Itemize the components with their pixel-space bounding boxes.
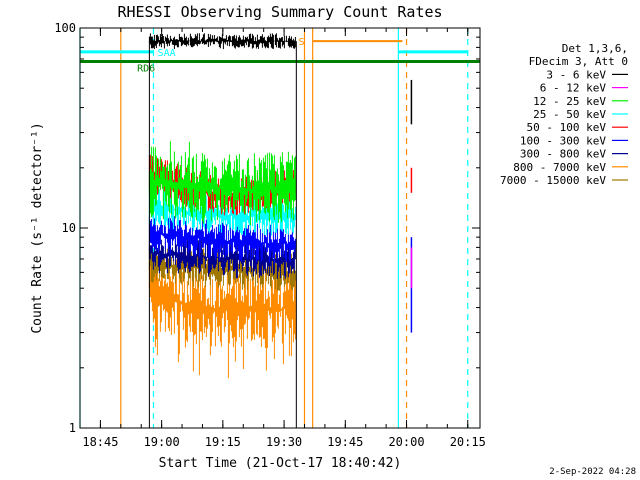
chart-title: RHESSI Observing Summary Count Rates bbox=[117, 3, 442, 21]
flag-label-saa: SAA bbox=[158, 48, 176, 59]
y-axis-label: Count Rate (s⁻¹ detector⁻¹) bbox=[30, 122, 45, 333]
y-tick-label-0: 1 bbox=[69, 421, 76, 435]
x-tick-label-3: 19:30 bbox=[266, 435, 302, 449]
legend-label-0: 3 - 6 keV bbox=[546, 68, 606, 81]
x-tick-label-2: 19:15 bbox=[205, 435, 241, 449]
legend-label-8: 7000 - 15000 keV bbox=[500, 174, 606, 187]
legend-label-6: 300 - 800 keV bbox=[520, 148, 606, 161]
legend-header-0: Det 1,3,6, bbox=[562, 42, 628, 55]
flag-label-s: S bbox=[298, 37, 304, 48]
x-tick-label-5: 20:00 bbox=[388, 435, 424, 449]
legend-label-2: 12 - 25 keV bbox=[533, 95, 606, 108]
x-tick-label-1: 19:00 bbox=[144, 435, 180, 449]
plot-timestamp: 2-Sep-2022 04:28 bbox=[549, 467, 636, 477]
legend-header-1: FDecim 3, Att 0 bbox=[529, 55, 628, 68]
legend-label-7: 800 - 7000 keV bbox=[513, 161, 606, 174]
series-trace-0-0 bbox=[148, 33, 296, 50]
legend-label-1: 6 - 12 keV bbox=[540, 82, 607, 95]
x-tick-label-0: 18:45 bbox=[82, 435, 118, 449]
x-tick-label-6: 20:15 bbox=[450, 435, 486, 449]
y-tick-label-1: 10 bbox=[62, 221, 76, 235]
legend-label-4: 50 - 100 keV bbox=[527, 121, 607, 134]
y-tick-label-2: 100 bbox=[54, 21, 76, 35]
x-axis-label: Start Time (21-Oct-17 18:40:42) bbox=[159, 456, 402, 471]
series-trace-2-0 bbox=[148, 141, 296, 226]
legend-label-5: 100 - 300 keV bbox=[520, 134, 606, 147]
legend-label-3: 25 - 50 keV bbox=[533, 108, 606, 121]
x-tick-label-4: 19:45 bbox=[327, 435, 363, 449]
flag-label-rd6: RD6 bbox=[137, 63, 155, 74]
